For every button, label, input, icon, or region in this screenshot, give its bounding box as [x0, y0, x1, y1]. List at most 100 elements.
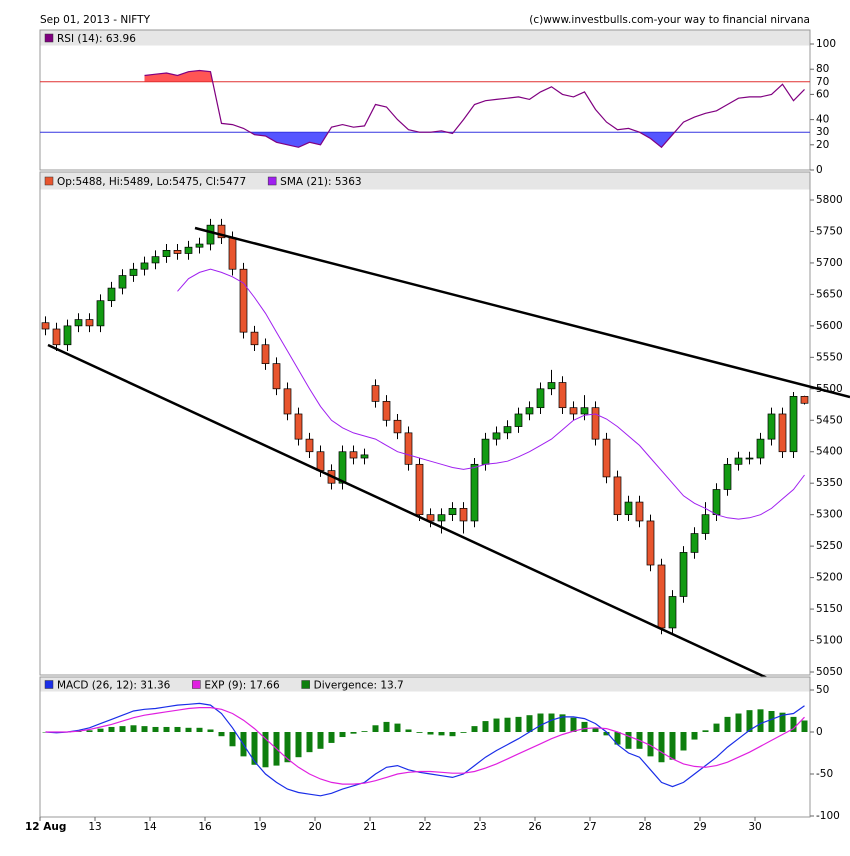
candle-body [767, 413, 776, 440]
y-tick-label: 5150 [816, 603, 843, 615]
candle-body [756, 438, 765, 459]
plot [40, 69, 810, 149]
candle-body [701, 514, 710, 534]
candle-body [404, 432, 413, 465]
candle-body [800, 396, 809, 404]
y-tick-label: 5450 [816, 414, 843, 426]
rsi-fill [144, 132, 805, 148]
candle-body [239, 268, 248, 333]
divergence-bar [295, 732, 302, 758]
divergence-bar [625, 732, 632, 749]
divergence-bar [658, 732, 665, 763]
y-tick-label: 20 [816, 139, 829, 151]
legend-swatch [44, 176, 54, 186]
y-tick-label: 100 [816, 38, 836, 50]
divergence-bar [361, 731, 368, 732]
candle-body [668, 596, 677, 629]
panel [39, 676, 811, 818]
y-tick-label: 5050 [816, 666, 843, 678]
legend-label: EXP (9): 17.66 [204, 680, 280, 692]
candle-body [261, 344, 270, 364]
y-tick-label: 5100 [816, 635, 843, 647]
y-tick-label: 5250 [816, 540, 843, 552]
candle-body [437, 514, 446, 522]
candle-body [250, 331, 259, 346]
candle-body [470, 463, 479, 522]
candle-body [283, 388, 292, 415]
rsi-fill [144, 70, 805, 82]
divergence-bar [218, 732, 225, 737]
divergence-bar [702, 730, 709, 732]
divergence-bar [537, 713, 544, 732]
divergence-bar [405, 729, 412, 732]
candle-body [96, 300, 105, 327]
divergence-bar [526, 715, 533, 732]
divergence-bar [768, 711, 775, 732]
divergence-bar [306, 732, 313, 753]
divergence-bar [493, 718, 500, 732]
y-tick-label: -50 [816, 768, 833, 780]
candle-body [162, 249, 171, 257]
legend-label: SMA (21): 5363 [280, 176, 361, 188]
x-tick-label: 12 Aug [25, 821, 66, 833]
candle-body [206, 224, 215, 245]
candle-body [217, 224, 226, 239]
candle-body [173, 249, 182, 254]
legend-label: Op:5488, Hi:5489, Lo:5475, Cl:5477 [57, 176, 246, 188]
trend-line [194, 226, 850, 399]
candle-body [195, 243, 204, 248]
legend-swatch [267, 176, 277, 186]
y-tick-label: 5400 [816, 446, 843, 458]
y-tick-label: 0 [816, 164, 823, 176]
candle-body [536, 388, 545, 409]
trend-line [47, 343, 779, 685]
y-tick-label: 5350 [816, 477, 843, 489]
macd-line [45, 707, 805, 785]
candle-body [525, 407, 534, 415]
panel-header [40, 30, 810, 46]
x-tick-label: 26 [528, 821, 542, 833]
candle-body [305, 438, 314, 453]
candle-body [712, 489, 721, 516]
candle-body [569, 407, 578, 415]
divergence-bar [548, 713, 555, 732]
chart-title: Sep 01, 2013 - NIFTY [40, 14, 151, 26]
divergence-bar [350, 732, 357, 734]
legend-swatch [44, 680, 54, 689]
divergence-bar [680, 732, 687, 751]
y-tick-label: 50 [816, 684, 829, 696]
divergence-bar [438, 732, 445, 736]
divergence-bar [724, 716, 731, 732]
y-tick-label: 5650 [816, 288, 843, 300]
x-tick-label: 16 [198, 821, 212, 833]
divergence-bar [152, 726, 159, 732]
divergence-bar [229, 732, 236, 747]
divergence-bar [317, 732, 324, 749]
candle-body [349, 451, 358, 459]
y-tick-label: 5200 [816, 572, 843, 584]
candle-body [371, 385, 380, 402]
x-tick-label: 22 [418, 821, 431, 833]
candle-body [789, 396, 798, 453]
y-tick-label: 5600 [816, 320, 843, 332]
x-tick-label: 27 [583, 821, 596, 833]
candle-body [635, 501, 644, 522]
divergence-bar [735, 713, 742, 732]
candle-body [118, 275, 127, 289]
divergence-bar [427, 732, 434, 735]
candle-body [316, 451, 325, 471]
divergence-bar [339, 732, 346, 738]
divergence-bar [515, 716, 522, 732]
candle-body [745, 457, 754, 460]
panel [39, 29, 811, 171]
sma-line [177, 268, 805, 520]
divergence-bar [163, 726, 170, 732]
y-tick-label: 5750 [816, 225, 843, 237]
candle-body [85, 319, 94, 327]
y-tick-label: 40 [816, 114, 829, 126]
candle-body [580, 407, 589, 415]
panel [39, 171, 811, 676]
divergence-bar [801, 720, 808, 732]
